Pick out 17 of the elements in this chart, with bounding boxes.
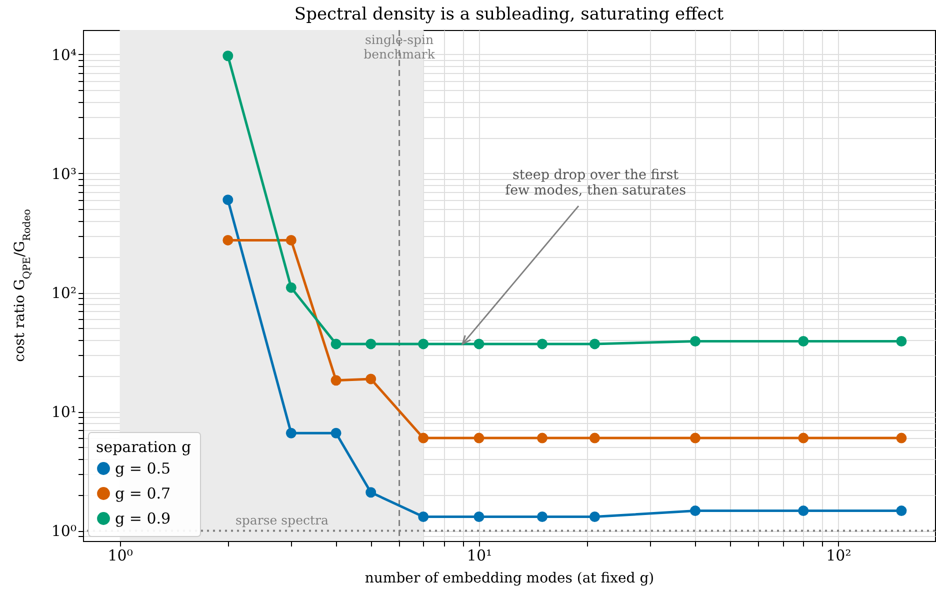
legend-label: g = 0.5 <box>115 460 171 478</box>
x-tick-label: 10⁰ <box>108 546 133 564</box>
x-tick-label: 10² <box>826 546 852 564</box>
y-tick-label: 10⁰ <box>51 522 76 540</box>
x-axis-title: number of embedding modes (at fixed g) <box>364 570 654 586</box>
ref-line-label: sparse spectra <box>236 512 329 528</box>
legend-title: separation g <box>96 438 192 456</box>
legend-label: g = 0.9 <box>115 510 171 528</box>
x-tick-label: 10¹ <box>466 546 492 564</box>
y-tick-label: 10⁴ <box>51 46 76 64</box>
legend-label: g = 0.7 <box>115 484 171 502</box>
y-tick-label: 10¹ <box>51 403 76 422</box>
y-tick-label: 10² <box>51 284 76 302</box>
annotation: steep drop over the first few modes, then saturates <box>505 166 686 198</box>
chart-title: Spectral density is a subleading, saturating effect <box>294 4 724 24</box>
y-tick-label: 10³ <box>51 164 76 183</box>
ref-line-label: single-spin benchmark <box>364 32 436 62</box>
